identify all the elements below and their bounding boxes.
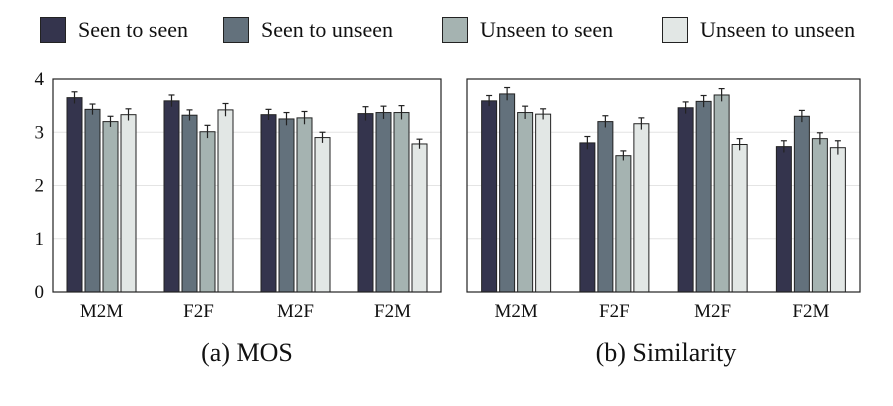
legend-label: Unseen to seen — [480, 17, 614, 42]
legend-swatch-unseen-to-seen — [442, 17, 468, 43]
bar-unseen-to-unseen-m2m — [535, 113, 552, 293]
bar-unseen-to-unseen-m2f — [314, 137, 331, 293]
bar-seen-to-seen-f2m — [775, 146, 792, 293]
bar-seen-to-unseen-m2m — [499, 93, 516, 293]
x-tick-label: M2M — [494, 301, 537, 322]
mos-chart: 0 1 2 3 4 M2M F2F M2F F2M (a) MOS — [35, 69, 442, 367]
bar-unseen-to-seen-m2m — [102, 121, 119, 293]
chart-caption: (a) MOS — [201, 338, 293, 367]
bar-seen-to-seen-f2f — [163, 100, 180, 293]
bar-unseen-to-seen-f2m — [811, 138, 828, 293]
bar-unseen-to-seen-m2m — [517, 112, 534, 293]
bar-seen-to-unseen-m2f — [278, 118, 295, 293]
y-tick-label: 3 — [35, 122, 45, 143]
x-tick-label: F2F — [599, 301, 630, 322]
legend-label: Seen to unseen — [261, 17, 393, 42]
bar-unseen-to-unseen-f2m — [829, 147, 846, 293]
bar-unseen-to-seen-f2f — [199, 131, 216, 293]
bar-seen-to-unseen-m2m — [84, 108, 101, 293]
legend-item-unseen-to-seen: Unseen to seen — [442, 16, 613, 44]
bar-unseen-to-unseen-f2f — [217, 109, 234, 293]
y-tick-label: 0 — [35, 282, 45, 303]
bar-unseen-to-seen-f2f — [615, 155, 632, 293]
chart-caption: (b) Similarity — [596, 338, 737, 367]
x-tick-label: M2M — [80, 301, 123, 322]
x-tick-label: F2M — [374, 301, 411, 322]
legend-swatch-unseen-to-unseen — [662, 17, 688, 43]
similarity-chart: M2M F2F M2F F2M (b) Similarity — [466, 78, 861, 367]
plot-frame — [466, 78, 861, 293]
bar-seen-to-unseen-m2f — [695, 100, 712, 293]
bar-seen-to-seen-m2f — [677, 107, 694, 293]
legend-item-unseen-to-unseen: Unseen to unseen — [662, 16, 855, 44]
legend-swatch-seen-to-unseen — [223, 17, 249, 43]
x-tick-label: M2F — [694, 301, 731, 322]
bar-seen-to-seen-f2f — [579, 142, 596, 293]
bar-unseen-to-unseen-f2f — [633, 123, 650, 293]
bar-unseen-to-seen-m2f — [713, 94, 730, 293]
x-tick-label: M2F — [277, 301, 314, 322]
y-tick-label: 2 — [35, 176, 45, 197]
bar-seen-to-unseen-f2m — [793, 115, 810, 293]
bar-unseen-to-unseen-f2m — [411, 143, 428, 293]
legend-item-seen-to-seen: Seen to seen — [40, 16, 188, 44]
bar-seen-to-seen-m2m — [66, 97, 83, 293]
bar-unseen-to-unseen-m2f — [731, 143, 748, 293]
legend-label: Seen to seen — [78, 17, 188, 42]
legend-label: Unseen to unseen — [700, 17, 856, 42]
bar-seen-to-seen-f2m — [357, 113, 374, 293]
bar-seen-to-unseen-f2m — [375, 112, 392, 293]
x-tick-label: F2M — [792, 301, 829, 322]
bar-unseen-to-seen-f2m — [393, 112, 410, 293]
y-tick-label: 1 — [35, 229, 45, 250]
legend: Seen to seen Seen to unseen Unseen to se… — [0, 0, 893, 60]
bar-seen-to-unseen-f2f — [597, 121, 614, 293]
bar-seen-to-seen-m2f — [260, 114, 277, 293]
bar-unseen-to-unseen-m2m — [120, 114, 137, 293]
bar-seen-to-seen-m2m — [481, 100, 498, 293]
y-tick-label: 4 — [35, 69, 45, 90]
plot-frame — [52, 78, 442, 293]
bar-unseen-to-seen-m2f — [296, 117, 313, 293]
legend-swatch-seen-to-seen — [40, 17, 66, 43]
bar-seen-to-unseen-f2f — [181, 114, 198, 293]
x-tick-label: F2F — [183, 301, 214, 322]
legend-item-seen-to-unseen: Seen to unseen — [223, 16, 393, 44]
